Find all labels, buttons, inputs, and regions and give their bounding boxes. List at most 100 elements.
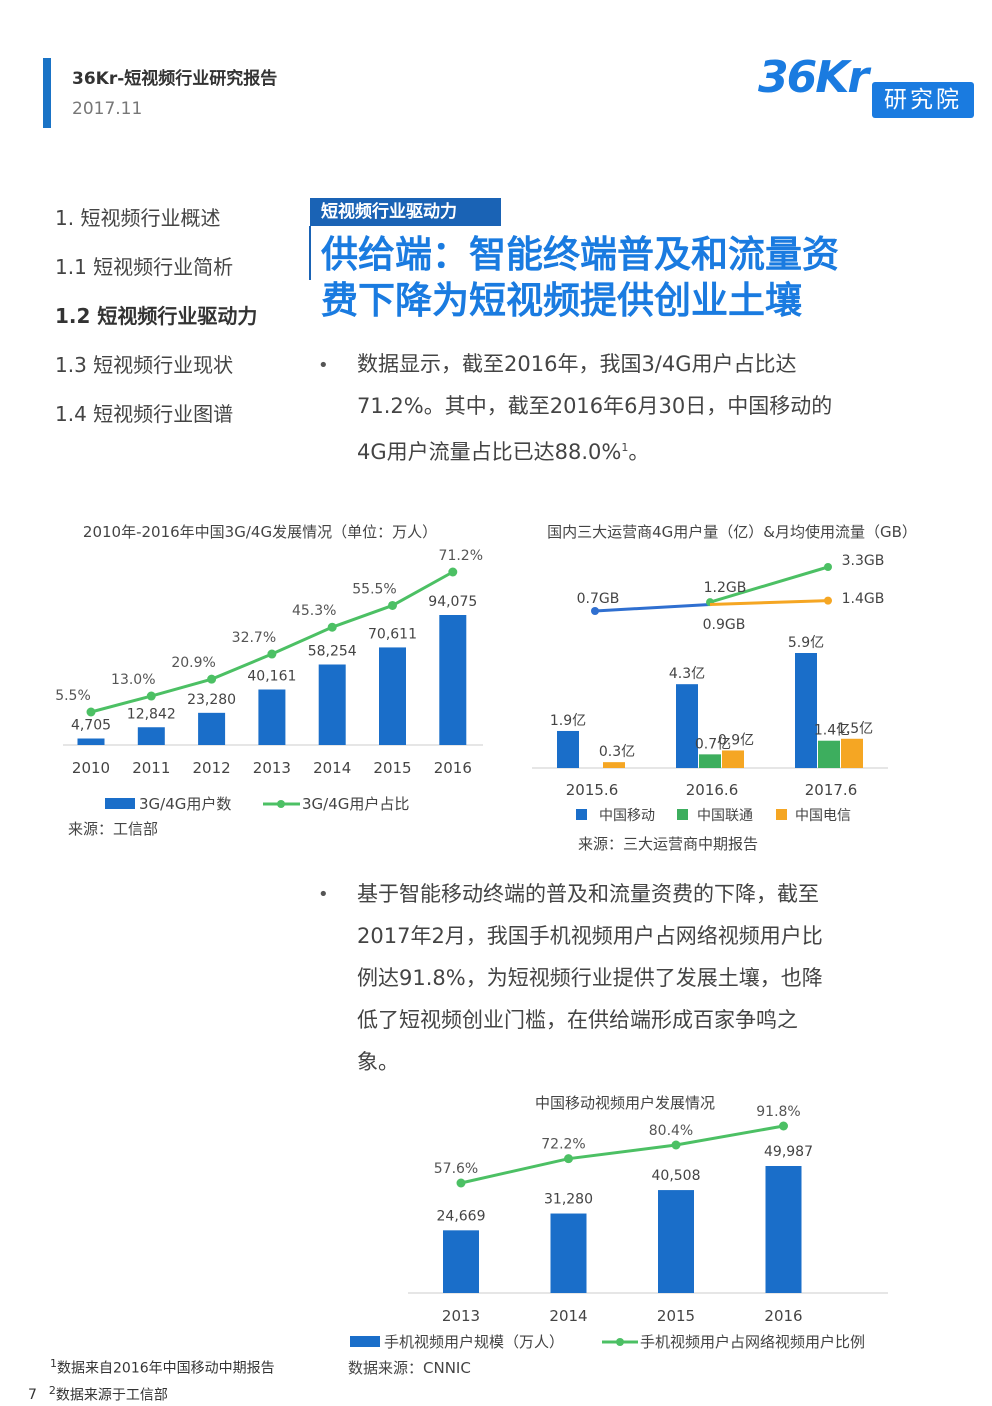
bullet-marker: • (318, 884, 329, 905)
chart2-bar (722, 750, 744, 768)
footnote-2-text: 数据来源于工信部 (55, 1387, 168, 1404)
chart2-traffic-label: 3.3GB (842, 553, 885, 569)
chart1-bar-label: 94,075 (428, 594, 477, 610)
chart3-line-point (564, 1154, 573, 1164)
chart3-line-point (671, 1140, 681, 1150)
section-headline: 供给端：智能终端普及和流量资 费下降为短视频提供创业土壤 (321, 232, 921, 324)
toc-item-1-3[interactable]: 1.3 短视频行业现状 (55, 353, 234, 377)
report-date: 2017.11 (72, 99, 143, 119)
chart1-line-label: 32.7% (232, 630, 276, 646)
chart2-traffic-line (709, 565, 829, 604)
chart3-line-point (456, 1178, 466, 1188)
chart1-x-tick: 2012 (193, 759, 231, 777)
footnote-1: 1数据来自2016年中国移动中期报告 (50, 1353, 275, 1380)
logo-badge: 研究院 (872, 82, 974, 118)
chart3-line-point (779, 1121, 788, 1131)
chart2-traffic-label: 0.7GB (577, 591, 620, 607)
section-tag: 短视频行业驱动力 (310, 198, 501, 226)
chart3-line-label: 57.6% (434, 1161, 478, 1177)
chart1-bar (198, 712, 226, 745)
chart1-legend-bar-label: 3G/4G用户数 (139, 795, 231, 813)
chart2-bar (795, 653, 817, 768)
chart3-bar (443, 1230, 479, 1293)
chart3-x-tick: 2014 (549, 1307, 587, 1325)
para2-line4: 低了短视频创业门槛，在供给端形成百家争鸣之 (357, 1008, 798, 1032)
chart2-svg: 国内三大运营商4G用户量（亿）&月均使用流量（GB） 0.7GB 0.9GB 1.2… (532, 523, 917, 853)
para2-line2: 2017年2月，我国手机视频用户占网络视频用户比 (357, 924, 823, 948)
chart1-legend-bar-swatch (105, 798, 135, 809)
chart-operators-4g: 国内三大运营商4G用户量（亿）&月均使用流量（GB） 0.7GB 0.9GB 1.2… (520, 515, 950, 860)
chart1-bar-label: 70,611 (368, 626, 417, 642)
chart3-title: 中国移动视频用户发展情况 (535, 1094, 715, 1112)
chart1-line-label: 13.0% (111, 672, 155, 688)
report-title: 36Kr-短视频行业研究报告 (72, 69, 278, 89)
chart2-legend-swatch-telecom (776, 809, 787, 820)
chart-3g4g-development: 2010年-2016年中国3G/4G发展情况（单位：万人） 4,705 12,84… (55, 515, 495, 845)
chart2-bar (818, 740, 840, 768)
chart2-bar-label: 4.3亿 (669, 666, 705, 682)
chart3-legend-line-label: 手机视频用户占网络视频用户比例 (640, 1333, 865, 1351)
bullet-paragraph-2: 基于智能移动终端的普及和流量资费的下降，截至 2017年2月，我国手机视频用户占… (357, 873, 917, 1083)
chart2-legend-swatch-unicom (677, 809, 688, 820)
chart3-line-label: 72.2% (541, 1137, 585, 1153)
para2-line1: 基于智能移动终端的普及和流量资费的下降，截至 (357, 882, 819, 906)
chart1-x-tick: 2010 (72, 759, 110, 777)
logo-wordmark: 36Kr (758, 52, 869, 103)
chart1-line-label: 71.2% (439, 548, 483, 564)
chart2-legend-swatch-mobile (576, 809, 587, 820)
chart2-source: 来源：三大运营商中期报告 (578, 835, 758, 853)
toc-item-1[interactable]: 1. 短视频行业概述 (55, 206, 221, 230)
chart1-bar (439, 615, 467, 745)
chart1-line-point (388, 600, 397, 610)
chart2-traffic-line (709, 599, 829, 606)
toc-item-1-2[interactable]: 1.2 短视频行业驱动力 (55, 304, 258, 328)
chart2-bar-label: 0.7亿 (695, 736, 731, 752)
chart3-x-tick: 2013 (442, 1307, 480, 1325)
chart1-bar-label: 12,842 (127, 706, 176, 722)
chart3-bar-label: 24,669 (437, 1208, 486, 1224)
chart1-line-point (448, 567, 458, 577)
chart1-line-point (267, 649, 277, 659)
chart1-x-tick: 2011 (132, 759, 170, 777)
chart2-traffic-line (594, 602, 711, 613)
chart3-bar (550, 1213, 587, 1293)
chart3-legend-line-marker (616, 1338, 624, 1346)
chart1-title: 2010年-2016年中国3G/4G发展情况（单位：万人） (83, 523, 437, 541)
chart2-traffic-label: 0.9GB (703, 617, 746, 633)
chart1-legend-line-label: 3G/4G用户占比 (302, 795, 409, 813)
chart1-line-point (327, 622, 337, 632)
para1-line1: 数据显示，截至2016年，我国3/4G用户占比达 (357, 352, 797, 376)
headline-line-2: 费下降为短视频提供创业土壤 (321, 279, 802, 322)
chart2-legend-unicom: 中国联通 (697, 808, 753, 824)
chart1-bar (77, 738, 105, 745)
chart2-traffic-label: 1.4GB (842, 591, 885, 607)
chart3-bar-label: 40,508 (652, 1168, 701, 1184)
para2-line5: 象。 (357, 1050, 399, 1074)
footnote-1-text: 数据来自2016年中国移动中期报告 (57, 1360, 275, 1377)
toc-item-1-1[interactable]: 1.1 短视频行业简析 (55, 255, 234, 279)
chart3-svg: 中国移动视频用户发展情况 24,669 31,280 40,508 49,987 57… (348, 1094, 888, 1377)
chart2-bar (841, 738, 863, 768)
chart1-x-tick: 2015 (373, 759, 411, 777)
chart3-bar-label: 31,280 (544, 1192, 593, 1208)
chart1-bar (137, 727, 165, 745)
chart1-svg: 2010年-2016年中国3G/4G发展情况（单位：万人） 4,705 12,84… (55, 523, 483, 838)
chart1-x-tick: 2016 (434, 759, 472, 777)
chart3-line-label: 80.4% (649, 1123, 693, 1139)
brand-logo: 36Kr 研究院 (758, 52, 974, 124)
chart-mobile-video-users: 中国移动视频用户发展情况 24,669 31,280 40,508 49,987 57… (340, 1088, 910, 1388)
chart1-line-label: 45.3% (292, 603, 336, 619)
chart3-legend-bar-swatch (350, 1336, 380, 1347)
headline-line-1: 供给端：智能终端普及和流量资 (321, 233, 839, 276)
footnote-2: 7 2数据来源于工信部 (28, 1380, 275, 1406)
chart1-bar-label: 58,254 (308, 644, 357, 660)
chart1-bar-label: 23,280 (187, 692, 236, 708)
chart1-bar (318, 664, 346, 745)
chart2-legend-mobile: 中国移动 (599, 808, 655, 824)
chart2-traffic-point (591, 607, 599, 615)
chart1-line-label: 20.9% (171, 655, 215, 671)
chart1-legend-line-marker (277, 800, 285, 808)
chart2-bar-label: 1.9亿 (550, 713, 586, 729)
footnotes: 1数据来自2016年中国移动中期报告 7 2数据来源于工信部 (28, 1353, 275, 1406)
toc-item-1-4[interactable]: 1.4 短视频行业图谱 (55, 402, 234, 426)
